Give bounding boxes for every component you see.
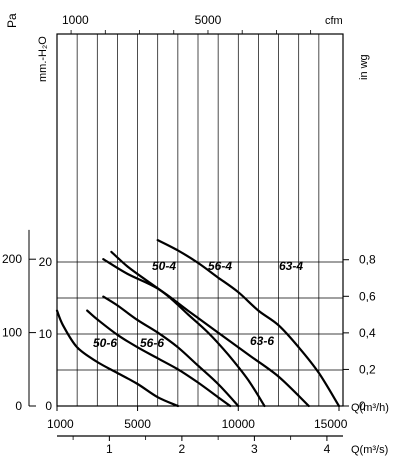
curves bbox=[55, 239, 341, 408]
q-m3h-tick-label-1000: 1000 bbox=[47, 417, 74, 431]
curve-50-4 bbox=[102, 295, 240, 408]
q-m3h-tick-label-5000: 5000 bbox=[124, 417, 151, 431]
curve-label-63-4: 63-4 bbox=[279, 259, 303, 273]
q-m3h-tick-label-10000: 10000 bbox=[222, 417, 256, 431]
q-m3h-axis-label: Q(m³/h) bbox=[351, 402, 389, 414]
curve-50-6 bbox=[55, 309, 179, 408]
q-m3h-tick-label-15000: 15000 bbox=[314, 417, 348, 431]
cfm-tick-label-5000: 5000 bbox=[195, 13, 222, 27]
curve-56-6 bbox=[86, 309, 232, 408]
curve-label-50-6: 50-6 bbox=[93, 336, 117, 350]
inwg-axis-label: in wg bbox=[358, 54, 370, 80]
inwg-tick-label-0: 0 bbox=[359, 399, 366, 413]
curve-label-50-4: 50-4 bbox=[152, 259, 176, 273]
inwg-tick-label-0-6: 0,6 bbox=[359, 289, 376, 303]
curve-63-6 bbox=[102, 258, 310, 408]
mmh2o-tick-label-10: 10 bbox=[39, 327, 53, 341]
pa-tick-label-100: 100 bbox=[2, 326, 22, 340]
q-m3s-axis-label: Q(m³/s) bbox=[351, 444, 388, 456]
pa-tick-label-0: 0 bbox=[15, 399, 22, 413]
q-m3s-tick-label-2: 2 bbox=[179, 442, 186, 456]
pa-axis-label: Pa bbox=[5, 13, 19, 28]
cfm-tick-label-1000: 1000 bbox=[62, 13, 89, 27]
curve-label-63-6: 63-6 bbox=[250, 334, 274, 348]
curve-label-56-4: 56-4 bbox=[208, 259, 232, 273]
q-m3s-tick-label-4: 4 bbox=[324, 442, 331, 456]
grid bbox=[57, 34, 343, 406]
mmh2o-tick-label-20: 20 bbox=[39, 255, 53, 269]
inwg-tick-label-0-8: 0,8 bbox=[359, 253, 376, 267]
q-m3s-tick-label-3: 3 bbox=[251, 442, 258, 456]
curve-63-4 bbox=[156, 239, 341, 408]
inwg-tick-label-0-4: 0,4 bbox=[359, 326, 376, 340]
cfm-axis-label: cfm bbox=[325, 15, 343, 27]
curve-56-4 bbox=[110, 250, 266, 408]
plot-frame bbox=[56, 33, 344, 407]
curve-labels: 50-6 56-6 50-4 56-4 63-6 63-4 bbox=[93, 259, 303, 350]
pa-tick-label-200: 200 bbox=[2, 252, 22, 266]
inwg-tick-label-0-2: 0,2 bbox=[359, 362, 376, 376]
mmh2o-axis-label: mm.-H₂O bbox=[37, 36, 49, 82]
q-m3s-tick-label-1: 1 bbox=[106, 442, 113, 456]
mmh2o-tick-label-0: 0 bbox=[45, 399, 52, 413]
curve-label-56-6: 56-6 bbox=[140, 336, 164, 350]
